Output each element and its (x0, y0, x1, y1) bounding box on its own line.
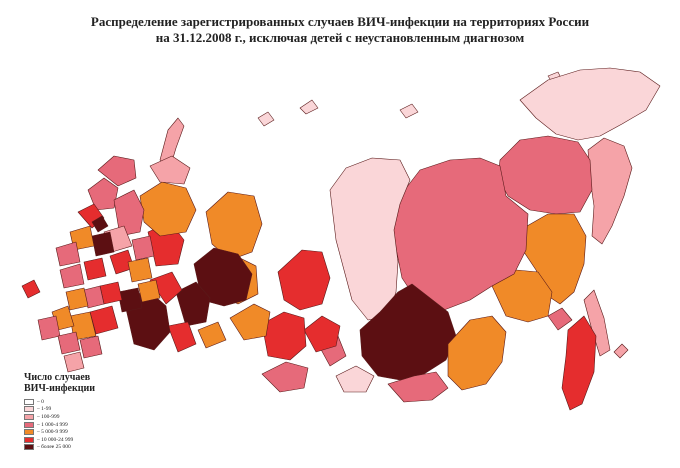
legend-item: – 0 (24, 398, 144, 406)
bryansk-region[interactable] (59, 263, 85, 289)
map-title-line2: на 31.12.2008 г., исключая детей с неуст… (155, 30, 525, 45)
legend-item: – более 25 000 (24, 444, 144, 452)
legend-swatch (24, 421, 34, 428)
saint-petersburg-region[interactable] (91, 215, 109, 233)
saratov-region[interactable] (89, 305, 119, 335)
chelyabinsk-region[interactable] (167, 321, 197, 353)
yakutia-region[interactable] (391, 157, 529, 311)
legend-title-line2: ВИЧ-инфекции (24, 383, 96, 394)
kaliningrad-region[interactable] (21, 279, 41, 299)
stavropol-region[interactable] (57, 331, 81, 355)
legend-list: – 0 – 1-99 – 100-999 – 1 000-4 999 – 5 0… (24, 398, 144, 451)
sverdlovsk-region[interactable] (175, 281, 211, 327)
legend-swatch (24, 398, 34, 405)
jewish-autonomous-region[interactable] (547, 307, 573, 331)
tuva-region[interactable] (335, 365, 375, 393)
komi-region[interactable] (139, 181, 197, 237)
amur-region[interactable] (491, 269, 553, 323)
kurgan-region[interactable] (197, 321, 227, 349)
legend-label: – 100-999 (37, 413, 60, 420)
dagestan-region[interactable] (63, 351, 85, 373)
krasnoyarsk-region[interactable] (329, 157, 411, 321)
primorye-region[interactable] (561, 315, 597, 411)
kirov-region[interactable] (131, 235, 155, 261)
murmansk-region[interactable] (97, 155, 137, 187)
legend-label: – 1 000-4 999 (37, 421, 68, 428)
tomsk-region[interactable] (277, 249, 331, 311)
tula-region[interactable] (83, 257, 107, 281)
legend-title-line1: Число случаев (24, 372, 91, 383)
legend-item: – 10 000-24 999 (24, 436, 144, 444)
yamal-region[interactable] (205, 191, 263, 261)
novosibirsk-region[interactable] (261, 311, 307, 361)
tatarstan-region[interactable] (137, 279, 161, 303)
altai-region[interactable] (261, 361, 309, 393)
legend-label: – 10 000-24 999 (37, 436, 74, 443)
kuril-islands-region[interactable] (613, 343, 629, 359)
nenets-region[interactable] (149, 155, 191, 185)
legend-swatch (24, 444, 34, 451)
taymyr-islands-region[interactable] (299, 99, 319, 115)
legend-label: – 5 000-9 999 (37, 429, 68, 436)
bashkiria-region[interactable] (149, 271, 183, 305)
krasnodar-region[interactable] (37, 315, 61, 341)
legend-label: – более 25 000 (37, 444, 71, 451)
moscow-region[interactable] (91, 231, 115, 257)
omsk-region[interactable] (229, 303, 271, 341)
kemerovo-region[interactable] (303, 315, 341, 353)
nizhny-novgorod-region[interactable] (127, 257, 153, 283)
arctic-islands-region[interactable] (257, 111, 275, 127)
legend-swatch (24, 413, 34, 420)
khabarovsk-region[interactable] (519, 213, 587, 305)
legend-label: – 1-99 (37, 406, 52, 413)
astrakhan-region[interactable] (79, 335, 103, 359)
legend-item: – 1-99 (24, 406, 144, 414)
legend-item: – 1 000-4 999 (24, 421, 144, 429)
voronezh-region[interactable] (65, 287, 89, 311)
map-title-line1: Распределение зарегистрированных случаев… (90, 14, 590, 29)
legend-title: Число случаев ВИЧ-инфекции (24, 372, 144, 394)
legend-item: – 5 000-9 999 (24, 428, 144, 436)
samara-region[interactable] (117, 287, 143, 313)
chita-region[interactable] (447, 315, 507, 391)
legend-swatch (24, 436, 34, 443)
smolensk-region[interactable] (55, 241, 81, 267)
chukotka-region[interactable] (519, 67, 661, 141)
buryatia-region[interactable] (387, 371, 449, 403)
legend-swatch (24, 406, 34, 413)
legend-swatch (24, 429, 34, 436)
legend-item: – 100-999 (24, 413, 144, 421)
new-siberian-islands-region[interactable] (399, 103, 419, 119)
magadan-region[interactable] (497, 135, 593, 215)
map-legend: Число случаев ВИЧ-инфекции – 0 – 1-99 – … (24, 372, 144, 451)
legend-label: – 0 (37, 398, 44, 405)
map-title: Распределение зарегистрированных случаев… (40, 14, 640, 46)
kamchatka-region[interactable] (587, 137, 633, 245)
